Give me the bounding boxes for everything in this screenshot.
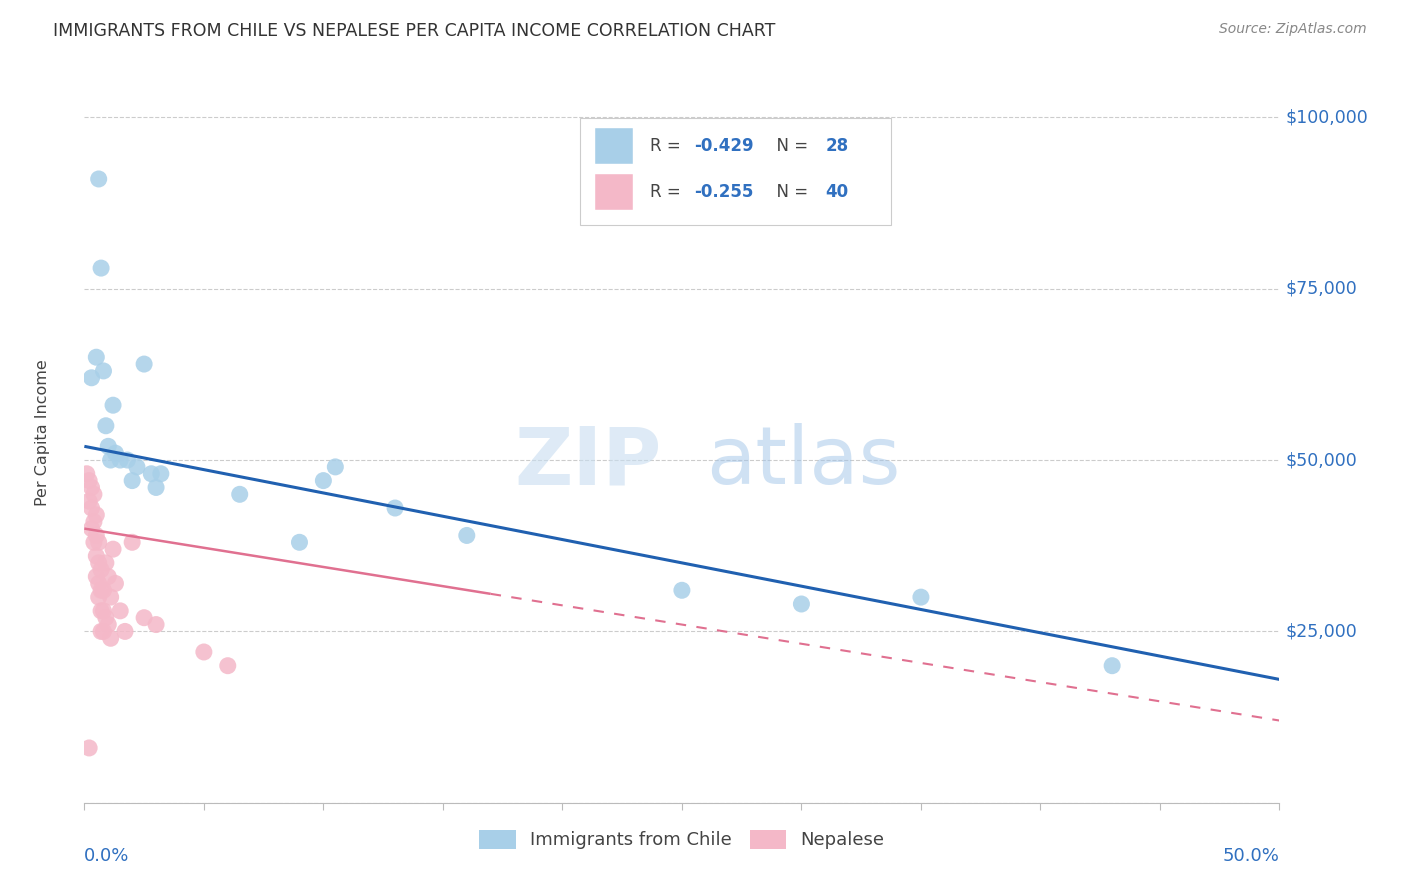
Point	[80, 371, 103, 385]
Point	[93, 583, 115, 598]
Text: $75,000: $75,000	[1285, 280, 1357, 298]
Point	[104, 576, 127, 591]
Point	[90, 563, 112, 577]
Point	[93, 604, 115, 618]
Point	[94, 418, 117, 433]
Point	[288, 535, 311, 549]
Point	[93, 624, 115, 639]
Text: atlas: atlas	[706, 423, 900, 501]
Text: Source: ZipAtlas.com: Source: ZipAtlas.com	[1219, 22, 1367, 37]
Point	[83, 515, 105, 529]
Point	[97, 569, 120, 583]
Point	[790, 597, 813, 611]
Point	[86, 508, 108, 522]
Point	[101, 542, 124, 557]
Point	[132, 357, 156, 371]
Point	[149, 467, 172, 481]
Text: $50,000: $50,000	[1285, 451, 1357, 469]
Text: $100,000: $100,000	[1285, 108, 1368, 127]
Point	[117, 453, 139, 467]
Text: 28: 28	[825, 137, 848, 155]
Point	[1101, 658, 1123, 673]
Point	[94, 610, 117, 624]
Text: -0.255: -0.255	[695, 183, 754, 201]
Point	[100, 632, 122, 646]
Point	[86, 549, 108, 563]
Point	[87, 556, 110, 570]
Point	[145, 617, 167, 632]
Point	[90, 261, 112, 276]
Text: R =: R =	[650, 183, 686, 201]
Point	[86, 528, 108, 542]
Point	[671, 583, 693, 598]
Point	[101, 398, 124, 412]
Point	[83, 487, 105, 501]
Point	[97, 439, 120, 453]
Point	[114, 624, 136, 639]
Point	[193, 645, 215, 659]
Point	[125, 459, 148, 474]
Point	[121, 535, 143, 549]
Text: N =: N =	[766, 183, 813, 201]
Point	[77, 494, 100, 508]
Point	[97, 617, 120, 632]
Point	[83, 535, 105, 549]
Text: 50.0%: 50.0%	[1223, 847, 1279, 865]
Point	[110, 453, 132, 467]
Text: 40: 40	[825, 183, 848, 201]
Text: N =: N =	[766, 137, 813, 155]
Point	[312, 474, 335, 488]
Point	[141, 467, 163, 481]
Text: 0.0%: 0.0%	[84, 847, 129, 865]
Text: ZIP: ZIP	[515, 423, 662, 501]
Point	[229, 487, 252, 501]
Point	[100, 453, 122, 467]
Point	[87, 535, 110, 549]
Text: R =: R =	[650, 137, 686, 155]
Point	[90, 604, 112, 618]
Point	[86, 569, 108, 583]
Point	[80, 501, 103, 516]
Point	[910, 590, 932, 604]
Point	[94, 556, 117, 570]
Point	[100, 590, 122, 604]
FancyBboxPatch shape	[581, 118, 891, 226]
Point	[90, 583, 112, 598]
Point	[80, 522, 103, 536]
Point	[87, 172, 110, 186]
Point	[325, 459, 347, 474]
Point	[110, 604, 132, 618]
Point	[384, 501, 406, 516]
Point	[86, 350, 108, 364]
Point	[90, 624, 112, 639]
Point	[80, 480, 103, 494]
Point	[104, 446, 127, 460]
Text: -0.429: -0.429	[695, 137, 754, 155]
Point	[121, 474, 143, 488]
Point	[76, 467, 98, 481]
Point	[77, 741, 100, 756]
Point	[77, 474, 100, 488]
Point	[145, 480, 167, 494]
FancyBboxPatch shape	[595, 128, 633, 164]
Point	[87, 590, 110, 604]
Point	[93, 364, 115, 378]
Point	[217, 658, 239, 673]
Text: $25,000: $25,000	[1285, 623, 1357, 640]
Legend: Immigrants from Chile, Nepalese: Immigrants from Chile, Nepalese	[472, 823, 891, 856]
Point	[132, 610, 156, 624]
FancyBboxPatch shape	[595, 174, 633, 210]
Text: IMMIGRANTS FROM CHILE VS NEPALESE PER CAPITA INCOME CORRELATION CHART: IMMIGRANTS FROM CHILE VS NEPALESE PER CA…	[53, 22, 776, 40]
Text: Per Capita Income: Per Capita Income	[35, 359, 51, 506]
Point	[87, 576, 110, 591]
Point	[456, 528, 478, 542]
